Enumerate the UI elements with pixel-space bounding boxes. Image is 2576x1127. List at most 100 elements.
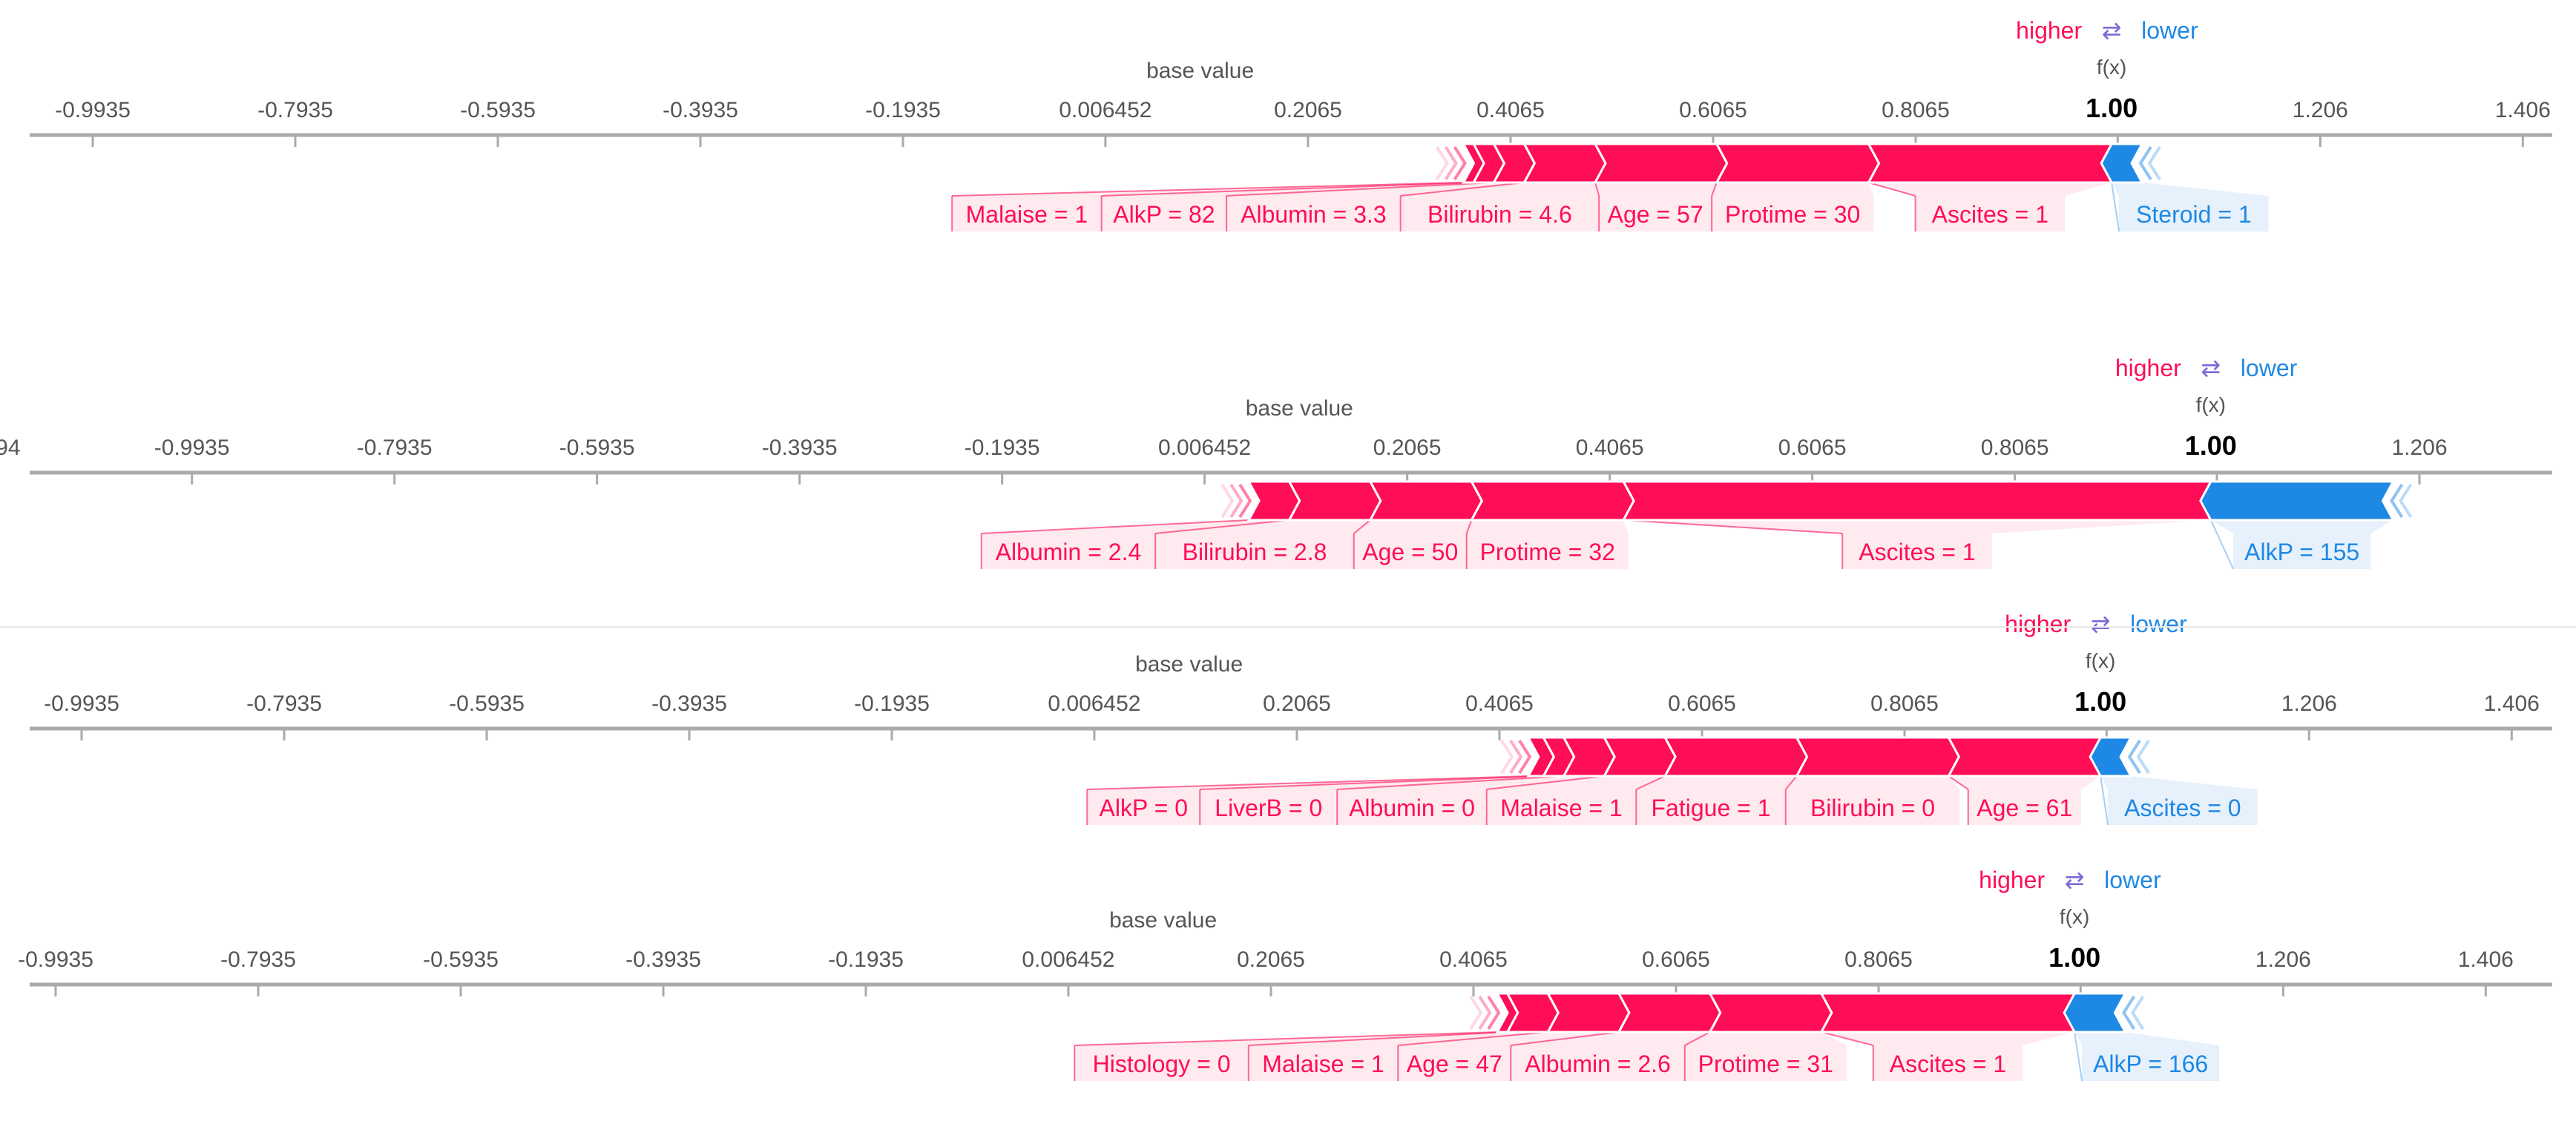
- connector-line: [1465, 519, 1473, 534]
- tick-label: -0.9935: [55, 98, 131, 122]
- bar-negative-0: [2199, 480, 2396, 522]
- legend-lower: lower: [2141, 17, 2198, 44]
- bar-positive-3: [1469, 480, 1635, 522]
- fx-label: f(x): [2196, 393, 2226, 416]
- connector-positive: [1398, 1032, 1619, 1081]
- connector-line: [1400, 182, 1525, 197]
- connector-line: [1226, 182, 1494, 197]
- tick-label: -0.7935: [246, 691, 322, 716]
- bar-positive-2: [1545, 992, 1631, 1034]
- connector-positive: [1948, 776, 2101, 825]
- connector-line: [1623, 519, 1843, 534]
- fx-value: 1.00: [2048, 942, 2100, 973]
- connector-negative: [2210, 520, 2393, 569]
- feature-label-positive: Ascites = 1: [1932, 201, 2048, 228]
- force-plot-2: higher ⇄ lower base value f(x) -1.194 -0.9935 -…: [0, 355, 2552, 570]
- feature-label-positive: Albumin = 3.3: [1241, 201, 1387, 228]
- connector-line: [1200, 775, 1544, 790]
- connector-line: [1711, 182, 1718, 197]
- tick-label: -0.5935: [449, 691, 525, 716]
- tick-label: 1.406: [2484, 691, 2540, 716]
- feature-label-positive: Albumin = 0: [1349, 795, 1475, 821]
- connector-negative: [2100, 776, 2258, 825]
- tick-label: 0.8065: [1870, 691, 1939, 716]
- tick-label: 0.006452: [1059, 98, 1151, 122]
- tick-label: -0.3935: [625, 947, 701, 972]
- tick-label: 0.8065: [1981, 436, 2049, 460]
- tick-label: 1.206: [2281, 691, 2337, 716]
- bar-positive-3: [1602, 736, 1677, 778]
- bar-positive-2: [1368, 480, 1484, 522]
- bar-positive-6: [1946, 736, 2112, 778]
- force-plot-1: higher ⇄ lower base value f(x) -0.9935 -0.7935…: [30, 17, 2552, 232]
- connector-line: [2100, 775, 2109, 826]
- connector-positive: [1400, 183, 1600, 231]
- legend-arrow-icon: ⇄: [2201, 355, 2221, 381]
- bar-positive-4: [1708, 992, 1833, 1034]
- fx-label: f(x): [2097, 56, 2126, 79]
- connector-positive: [1594, 183, 1717, 231]
- feature-label-negative: Ascites = 0: [2124, 795, 2241, 821]
- fx-value-bg: [2076, 93, 2148, 123]
- connector-positive: [1248, 1032, 1548, 1081]
- connector-line: [1684, 1031, 1711, 1046]
- legend-arrow-icon: ⇄: [2102, 17, 2122, 44]
- tick-label: 0.6065: [1679, 98, 1747, 122]
- connector-positive: [1466, 520, 1629, 569]
- feature-label-positive: Ascites = 1: [1890, 1051, 2006, 1077]
- bar-tail-chevron: [1469, 995, 1483, 1031]
- connector-line: [1784, 775, 1798, 790]
- connector-positive: [1337, 776, 1605, 825]
- feature-label-positive: Age = 61: [1977, 795, 2072, 821]
- connector-positive: [981, 520, 1289, 569]
- force-plot-3: higher ⇄ lower base value f(x) -0.9935 -0.7935…: [30, 611, 2552, 826]
- connector-positive: [1155, 520, 1370, 569]
- feature-label-negative: Steroid = 1: [2136, 201, 2252, 228]
- feature-label-positive: AlkP = 0: [1100, 795, 1188, 821]
- tick-label: 1.406: [2458, 947, 2514, 972]
- feature-label-positive: Malaise = 1: [966, 201, 1088, 228]
- bar-negative-0: [2063, 992, 2127, 1034]
- connector-line: [2074, 1031, 2083, 1082]
- bar-tail-chevron: [1453, 145, 1467, 181]
- connector-line: [1353, 519, 1371, 534]
- connector-line: [952, 182, 1464, 197]
- tick-label: 0.2065: [1237, 947, 1305, 972]
- connector-line: [1868, 182, 1916, 197]
- bar-positive-5: [1795, 736, 1961, 778]
- tick-label: 0.6065: [1668, 691, 1736, 716]
- tick-label: 1.206: [2293, 98, 2348, 122]
- connector-line: [1635, 775, 1666, 790]
- feature-label-positive: Protime = 30: [1725, 201, 1860, 228]
- bar-tail-chevron: [2131, 995, 2145, 1031]
- feature-label-positive: LiverB = 0: [1215, 795, 1322, 821]
- tick-label: -0.1935: [854, 691, 930, 716]
- fx-label: f(x): [2060, 905, 2089, 928]
- feature-label-positive: Ascites = 1: [1859, 539, 1975, 565]
- tick-label: -0.9935: [154, 436, 230, 460]
- feature-label-positive: Albumin = 2.4: [996, 539, 1142, 565]
- connector-positive: [1868, 183, 2112, 231]
- fx-value-bg: [2039, 943, 2111, 973]
- base-value-label: base value: [1146, 59, 1254, 83]
- feature-label-positive: Albumin = 2.6: [1525, 1051, 1671, 1077]
- bar-tail-chevron: [2399, 483, 2413, 519]
- fx-label: f(x): [2086, 649, 2115, 672]
- connector-line: [1821, 1031, 1874, 1046]
- base-value-label: base value: [1109, 908, 1217, 933]
- tick-label: 0.8065: [1882, 98, 1950, 122]
- feature-label-positive: Bilirubin = 2.8: [1183, 539, 1327, 565]
- legend-lower: lower: [2104, 867, 2161, 893]
- feature-label-positive: Malaise = 1: [1500, 795, 1623, 821]
- bar-tail-chevron: [1509, 739, 1523, 775]
- tick-label: -0.5935: [559, 436, 635, 460]
- legend-higher: higher: [2005, 611, 2071, 637]
- connector-line: [2111, 182, 2120, 232]
- bar-negative-0: [2100, 142, 2144, 184]
- tick-label: 0.6065: [1778, 436, 1847, 460]
- feature-label-positive: Fatigue = 1: [1652, 795, 1771, 821]
- bar-tail-chevron: [2138, 145, 2152, 181]
- tick-label: 0.006452: [1048, 691, 1140, 716]
- connector-positive: [1074, 1032, 1508, 1081]
